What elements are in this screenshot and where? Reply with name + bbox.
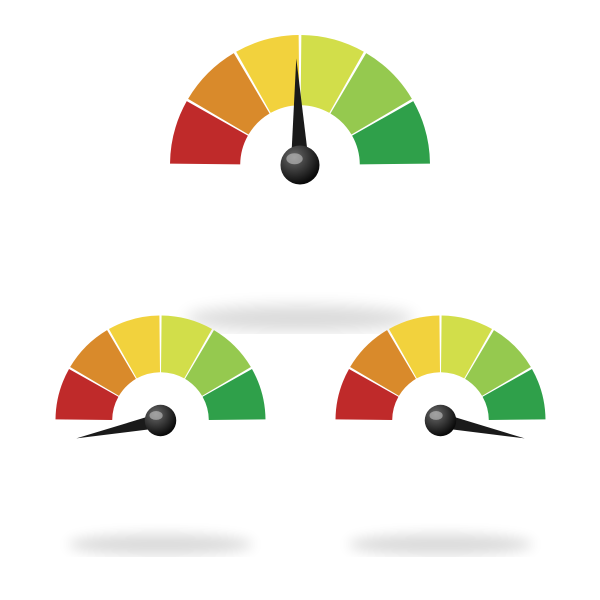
gauge-right: [304, 284, 577, 557]
gauge-hub-gloss: [286, 153, 302, 164]
gauge-infographic: [0, 0, 600, 600]
gauge-hub-gloss: [429, 411, 442, 420]
gauge-hub: [144, 404, 176, 436]
gauge-left: [24, 284, 297, 557]
gauge-shadow: [68, 533, 253, 554]
gauge-hub: [281, 146, 320, 185]
gauge-hub-gloss: [149, 411, 162, 420]
gauge-shadow: [348, 533, 533, 554]
gauge-hub: [424, 404, 456, 436]
